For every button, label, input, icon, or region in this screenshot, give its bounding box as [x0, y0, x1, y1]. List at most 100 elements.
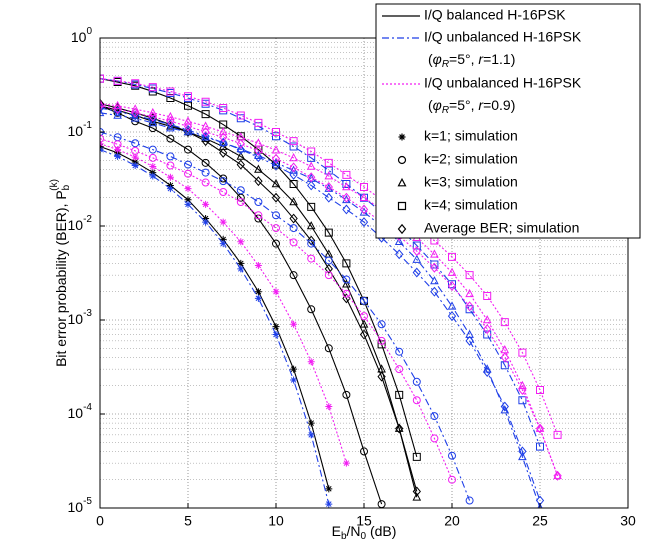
- marker: [219, 104, 228, 113]
- marker: [184, 200, 192, 208]
- y-tick-label: 10-4: [68, 402, 93, 421]
- marker: [202, 218, 210, 226]
- marker: [166, 116, 175, 127]
- legend-box: [375, 3, 641, 239]
- marker: [113, 133, 122, 142]
- y-axis-label: Bit error probability (BER), Pb(k): [49, 179, 72, 367]
- marker: [272, 323, 280, 331]
- marker: [271, 192, 281, 203]
- y-label-part: (k): [49, 179, 60, 191]
- marker: [307, 431, 315, 439]
- marker: [483, 324, 492, 335]
- legend-label: I/Q balanced H-16PSK: [424, 7, 566, 23]
- marker: [271, 145, 281, 154]
- legend-label: k=1; simulation: [424, 128, 518, 144]
- marker: [306, 221, 316, 230]
- marker: [113, 110, 122, 119]
- marker: [430, 412, 439, 421]
- marker: [430, 249, 439, 258]
- marker: [465, 301, 474, 312]
- marker: [148, 87, 157, 96]
- legend-note: (φR=5°, r=1.1): [428, 51, 515, 70]
- marker: [100, 107, 105, 117]
- curves: [100, 74, 562, 508]
- marker: [271, 211, 281, 220]
- marker: [307, 239, 316, 248]
- marker: [271, 153, 281, 164]
- marker: [342, 204, 351, 215]
- marker: [324, 228, 333, 237]
- legend-marker: [398, 133, 406, 141]
- marker: [272, 331, 280, 339]
- x-tick-label: 15: [356, 513, 372, 529]
- marker: [201, 158, 210, 167]
- curve: [100, 78, 559, 436]
- marker: [412, 492, 422, 501]
- marker: [395, 365, 404, 374]
- y-tick-exponent: 0: [86, 26, 92, 37]
- marker: [324, 192, 333, 203]
- marker: [289, 224, 298, 233]
- marker: [430, 262, 439, 273]
- marker: [237, 259, 245, 267]
- y-tick-exponent: -5: [83, 496, 92, 507]
- curve: [100, 131, 471, 501]
- marker: [272, 288, 280, 296]
- marker: [131, 79, 140, 88]
- legend-note-part: (: [428, 51, 433, 67]
- marker: [342, 289, 351, 298]
- marker: [518, 396, 527, 405]
- x-tick-label: 10: [268, 513, 284, 529]
- marker: [201, 178, 210, 187]
- marker: [113, 76, 122, 85]
- marker: [483, 366, 492, 377]
- marker: [254, 211, 263, 220]
- marker: [359, 447, 369, 456]
- marker: [394, 423, 404, 432]
- marker: [201, 131, 210, 142]
- marker: [465, 271, 474, 280]
- marker: [201, 97, 210, 106]
- marker: [236, 111, 245, 120]
- legend-note-part: r: [478, 51, 484, 67]
- marker: [149, 172, 157, 180]
- marker: [465, 496, 474, 505]
- marker: [342, 275, 351, 284]
- marker: [184, 196, 192, 204]
- legend-note: (φR=5°, r=0.9): [428, 97, 515, 116]
- y-tick-label: 100: [71, 26, 93, 45]
- marker: [289, 179, 298, 188]
- marker: [202, 215, 210, 223]
- marker: [201, 168, 210, 177]
- legend: I/Q balanced H-16PSK I/Q unbalanced H-16P…: [375, 3, 641, 239]
- x-label-part: /N: [347, 523, 361, 539]
- curve: [100, 146, 330, 489]
- marker: [183, 169, 193, 178]
- marker: [518, 380, 527, 390]
- x-tick-label: 20: [444, 513, 460, 529]
- marker: [289, 162, 298, 173]
- marker: [290, 365, 298, 373]
- marker: [535, 423, 545, 434]
- marker: [360, 193, 368, 202]
- marker: [377, 336, 386, 345]
- y-label-part: b: [61, 184, 72, 190]
- marker: [148, 107, 158, 117]
- marker: [307, 235, 316, 246]
- marker: [184, 185, 192, 193]
- marker: [324, 263, 333, 274]
- marker: [447, 451, 457, 460]
- curve: [100, 149, 330, 505]
- marker: [148, 83, 157, 92]
- marker: [324, 171, 334, 180]
- marker: [306, 161, 316, 170]
- marker: [342, 259, 351, 268]
- marker: [184, 92, 192, 101]
- marker: [307, 358, 315, 366]
- marker: [395, 347, 404, 356]
- marker: [289, 169, 298, 180]
- marker: [324, 166, 333, 175]
- marker: [395, 249, 404, 260]
- x-label-part: b: [341, 531, 347, 542]
